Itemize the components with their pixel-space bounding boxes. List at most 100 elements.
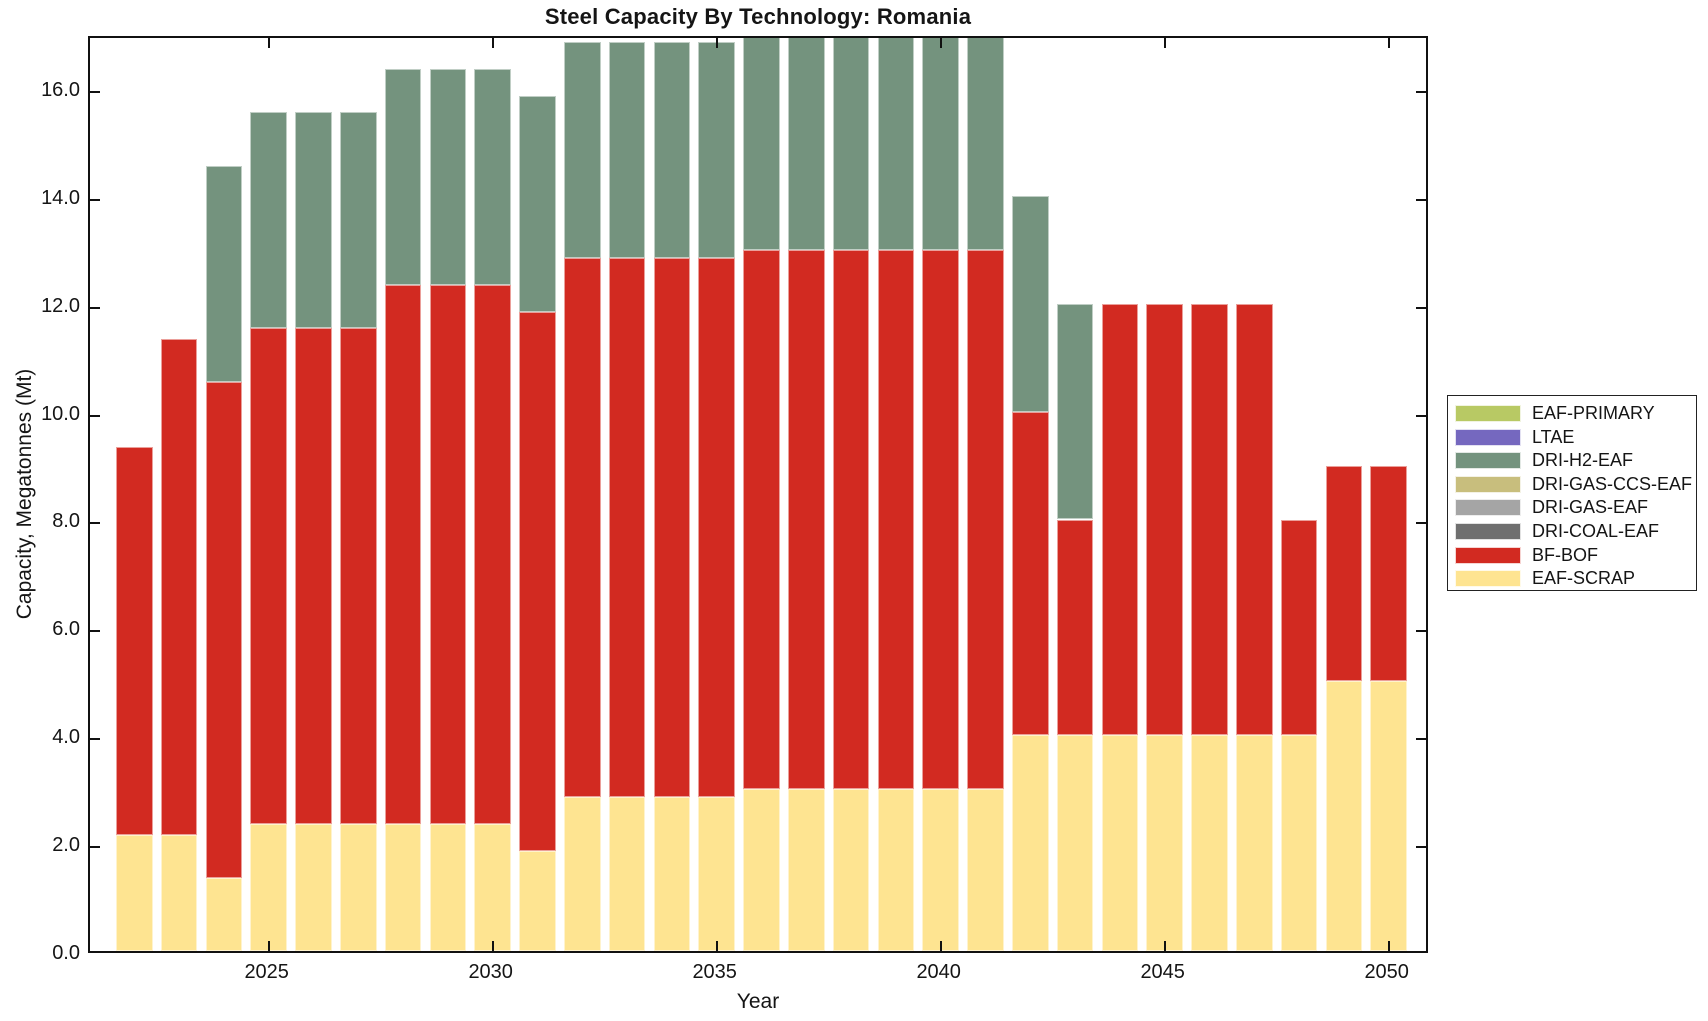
bar-2032 <box>564 38 601 951</box>
legend-label: DRI-GAS-CCS-EAF <box>1532 473 1693 494</box>
bar-2036-bf-bof <box>743 249 780 790</box>
bar-2044-bf-bof <box>1101 303 1139 736</box>
x-tick-label-2040: 2040 <box>916 961 961 983</box>
y-tick-right-16 <box>1416 90 1426 93</box>
y-tick-right-14 <box>1416 198 1426 201</box>
bar-2025-bf-bof <box>250 328 287 825</box>
legend-item-dri-gas-ccs-eaf: DRI-GAS-CCS-EAF <box>1448 473 1696 497</box>
y-tick-left-16 <box>90 90 100 93</box>
bar-2033-bf-bof <box>608 257 646 798</box>
bar-2038 <box>832 38 870 951</box>
bar-2028 <box>384 38 422 951</box>
bar-2034-eaf-scrap <box>653 797 691 951</box>
bar-2048-eaf-scrap <box>1280 735 1318 951</box>
legend-swatch-dri-h2-eaf <box>1455 452 1521 470</box>
bar-2043-dri-h2-eaf <box>1056 303 1094 520</box>
y-tick-label-2.0: 2.0 <box>52 834 80 857</box>
legend-item-eaf-scrap: EAF-SCRAP <box>1448 567 1696 591</box>
bar-2035-bf-bof <box>698 257 735 798</box>
bar-2045 <box>1146 38 1183 951</box>
bar-2025 <box>250 38 287 951</box>
y-tick-left-12 <box>90 306 100 309</box>
bar-2038-dri-h2-eaf <box>832 38 870 250</box>
legend-swatch-ltae <box>1455 428 1521 446</box>
bar-2030-bf-bof <box>474 284 511 825</box>
bar-2034 <box>653 38 691 951</box>
x-tick-label-2045: 2045 <box>1140 961 1185 983</box>
bar-2037-bf-bof <box>788 249 825 790</box>
legend: EAF-PRIMARY LTAE DRI-H2-EAF DRI-GAS-CCS-EAF… <box>1447 395 1697 591</box>
bar-2031-bf-bof <box>519 311 556 852</box>
bar-2029-eaf-scrap <box>429 824 467 951</box>
bar-2028-bf-bof <box>384 284 422 825</box>
y-tick-right-4 <box>1416 738 1426 741</box>
bar-2040-eaf-scrap <box>922 789 959 951</box>
bar-2023-bf-bof <box>160 338 198 836</box>
bar-2037-dri-h2-eaf <box>788 38 825 250</box>
bar-2031-eaf-scrap <box>519 851 556 951</box>
bar-2026 <box>295 38 332 951</box>
legend-label: DRI-COAL-EAF <box>1532 520 1660 541</box>
bar-2046-bf-bof <box>1191 303 1228 736</box>
legend-swatch-eaf-scrap <box>1455 570 1521 588</box>
y-tick-right-6 <box>1416 630 1426 633</box>
x-tick-bottom-2025 <box>267 941 270 951</box>
legend-item-ltae: LTAE <box>1448 426 1696 450</box>
bar-2043 <box>1056 38 1094 951</box>
bar-2030-dri-h2-eaf <box>474 69 511 285</box>
bar-2048-bf-bof <box>1280 519 1318 736</box>
bar-2042-eaf-scrap <box>1012 735 1049 951</box>
y-tick-right-2 <box>1416 846 1426 849</box>
bar-2045-bf-bof <box>1146 303 1183 736</box>
bar-2025-eaf-scrap <box>250 824 287 951</box>
bar-2049-bf-bof <box>1325 465 1363 682</box>
y-tick-left-10 <box>90 414 100 417</box>
x-tick-top-2050 <box>1387 38 1390 48</box>
bar-2039-dri-h2-eaf <box>877 38 915 250</box>
x-tick-bottom-2050 <box>1387 941 1390 951</box>
bar-2042-dri-h2-eaf <box>1012 195 1049 412</box>
y-tick-right-10 <box>1416 414 1426 417</box>
bar-2042 <box>1012 38 1049 951</box>
bar-2033 <box>608 38 646 951</box>
bar-2023 <box>160 38 198 951</box>
bar-2022-bf-bof <box>116 446 153 836</box>
bar-2034-dri-h2-eaf <box>653 42 691 258</box>
bar-2037 <box>788 38 825 951</box>
y-tick-label-6.0: 6.0 <box>52 618 80 641</box>
x-tick-bottom-2045 <box>1163 941 1166 951</box>
y-tick-left-2 <box>90 846 100 849</box>
bar-2047-bf-bof <box>1236 303 1273 736</box>
bar-2040-bf-bof <box>922 249 959 790</box>
x-axis-label: Year <box>736 990 780 1013</box>
y-tick-right-8 <box>1416 522 1426 525</box>
x-tick-label-2050: 2050 <box>1364 961 1409 983</box>
x-tick-bottom-2040 <box>939 941 942 951</box>
bar-2031 <box>519 38 556 951</box>
legend-label: LTAE <box>1532 426 1575 447</box>
bar-2048 <box>1280 38 1318 951</box>
bar-2043-eaf-scrap <box>1056 735 1094 951</box>
y-tick-right-12 <box>1416 306 1426 309</box>
bar-2024 <box>205 38 243 951</box>
bar-2028-dri-h2-eaf <box>384 69 422 285</box>
bar-2029 <box>429 38 467 951</box>
legend-item-bf-bof: BF-BOF <box>1448 544 1696 568</box>
bar-2046-eaf-scrap <box>1191 735 1228 951</box>
bar-2026-eaf-scrap <box>295 824 332 951</box>
legend-swatch-bf-bof <box>1455 546 1521 564</box>
chart-title: Steel Capacity By Technology: Romania <box>544 4 972 29</box>
y-tick-left-8 <box>90 522 100 525</box>
bar-2041 <box>967 38 1004 951</box>
y-tick-left-4 <box>90 738 100 741</box>
bar-2027-dri-h2-eaf <box>340 112 377 328</box>
x-tick-bottom-2035 <box>715 941 718 951</box>
y-tick-left-6 <box>90 630 100 633</box>
legend-item-dri-gas-eaf: DRI-GAS-EAF <box>1448 496 1696 520</box>
bar-2043-bf-bof <box>1056 519 1094 736</box>
bar-2032-dri-h2-eaf <box>564 42 601 258</box>
y-tick-label-16.0: 16.0 <box>41 78 80 101</box>
bar-2040 <box>922 38 959 951</box>
y-tick-label-0.0: 0.0 <box>52 942 80 964</box>
bar-2036-eaf-scrap <box>743 789 780 951</box>
